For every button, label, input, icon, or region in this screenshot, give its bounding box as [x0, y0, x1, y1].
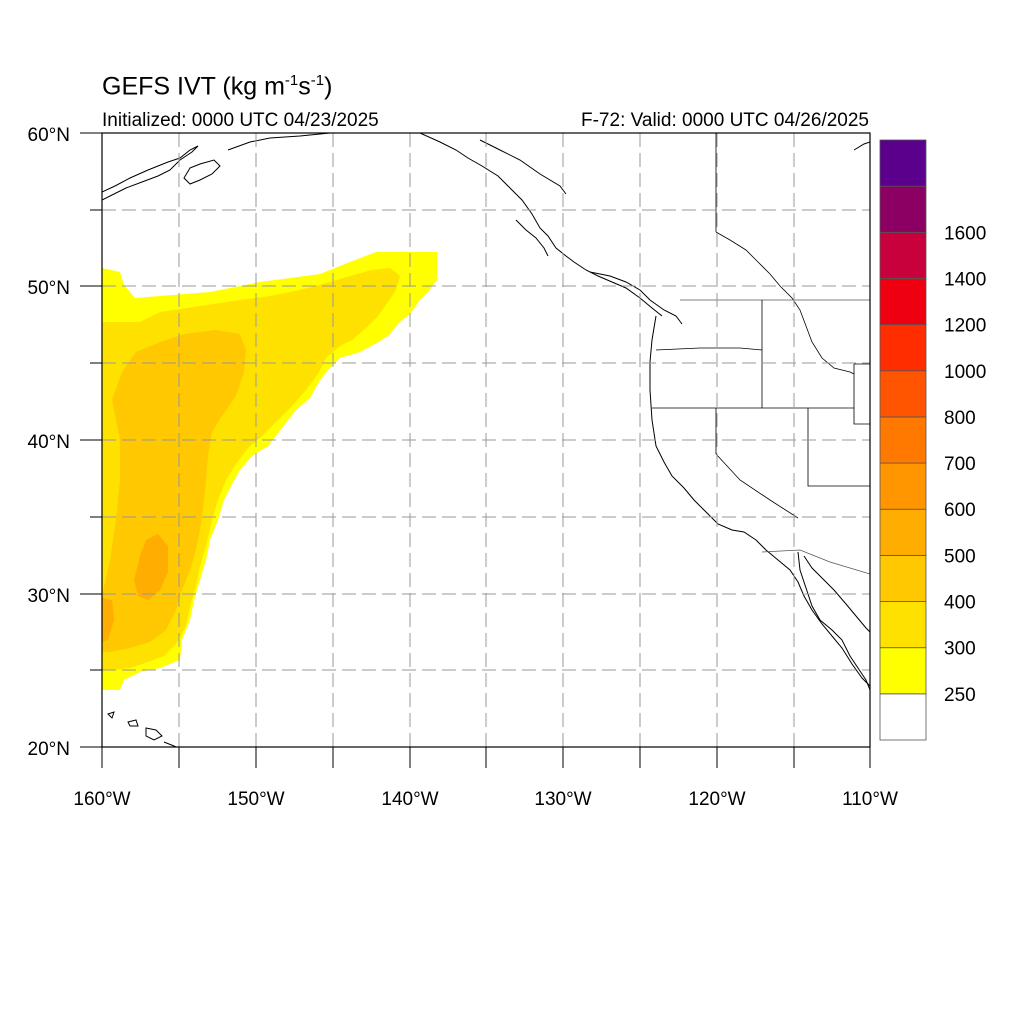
lon-label-150w: 150°W [227, 789, 284, 810]
lat-label-50: 50°N [28, 278, 70, 299]
colorbar-swatch [879, 185, 927, 233]
colorbar: 250 300 400 500 600 700 800 1000 1200 1400 1600 [879, 139, 986, 741]
axis-ticks [80, 132, 871, 768]
colorbar-swatch [879, 693, 927, 741]
colorbar-label: 600 [944, 500, 976, 521]
lon-label-160w: 160°W [73, 789, 130, 810]
colorbar-label: 500 [944, 546, 976, 567]
coastlines [102, 133, 870, 747]
colorbar-swatch [879, 278, 927, 326]
lat-label-60: 60°N [28, 125, 70, 146]
colorbar-swatch [879, 462, 927, 510]
lat-label-40: 40°N [28, 432, 70, 453]
lat-label-30: 30°N [28, 586, 70, 607]
lon-label-110w: 110°W [842, 789, 898, 810]
ivt-500-600-region [102, 534, 168, 642]
political-boundaries [652, 133, 870, 575]
colorbar-swatch [879, 647, 927, 695]
colorbar-swatch [879, 416, 927, 464]
colorbar-swatch [879, 324, 927, 372]
colorbar-swatch [879, 370, 927, 418]
colorbar-label: 1600 [944, 223, 986, 244]
lon-label-120w: 120°W [688, 789, 745, 810]
lon-label-140w: 140°W [381, 789, 438, 810]
colorbar-swatch [879, 139, 927, 187]
colorbar-label: 1000 [944, 362, 986, 383]
colorbar-label: 800 [944, 408, 976, 429]
lon-labels: 160°W 150°W 140°W 130°W 120°W 110°W [73, 789, 898, 810]
map-title: GEFS IVT (kg m-1s-1) [102, 72, 333, 101]
colorbar-label: 700 [944, 454, 976, 475]
graticule [102, 133, 870, 747]
ivt-shading [102, 252, 437, 690]
lat-labels: 60°N 50°N 40°N 30°N 20°N [28, 125, 70, 760]
colorbar-swatch [879, 231, 927, 279]
valid-time-label: F-72: Valid: 0000 UTC 04/26/2025 [581, 110, 869, 131]
colorbar-label: 1400 [944, 269, 986, 290]
colorbar-label: 250 [944, 685, 976, 706]
colorbar-swatch [879, 554, 927, 602]
lon-label-130w: 130°W [534, 789, 591, 810]
colorbar-label: 1200 [944, 316, 986, 337]
init-time-label: Initialized: 0000 UTC 04/23/2025 [102, 110, 379, 131]
colorbar-swatch [879, 508, 927, 556]
colorbar-label: 400 [944, 593, 976, 614]
colorbar-swatch [879, 601, 927, 649]
lat-label-20: 20°N [28, 739, 70, 760]
colorbar-label: 300 [944, 639, 976, 660]
